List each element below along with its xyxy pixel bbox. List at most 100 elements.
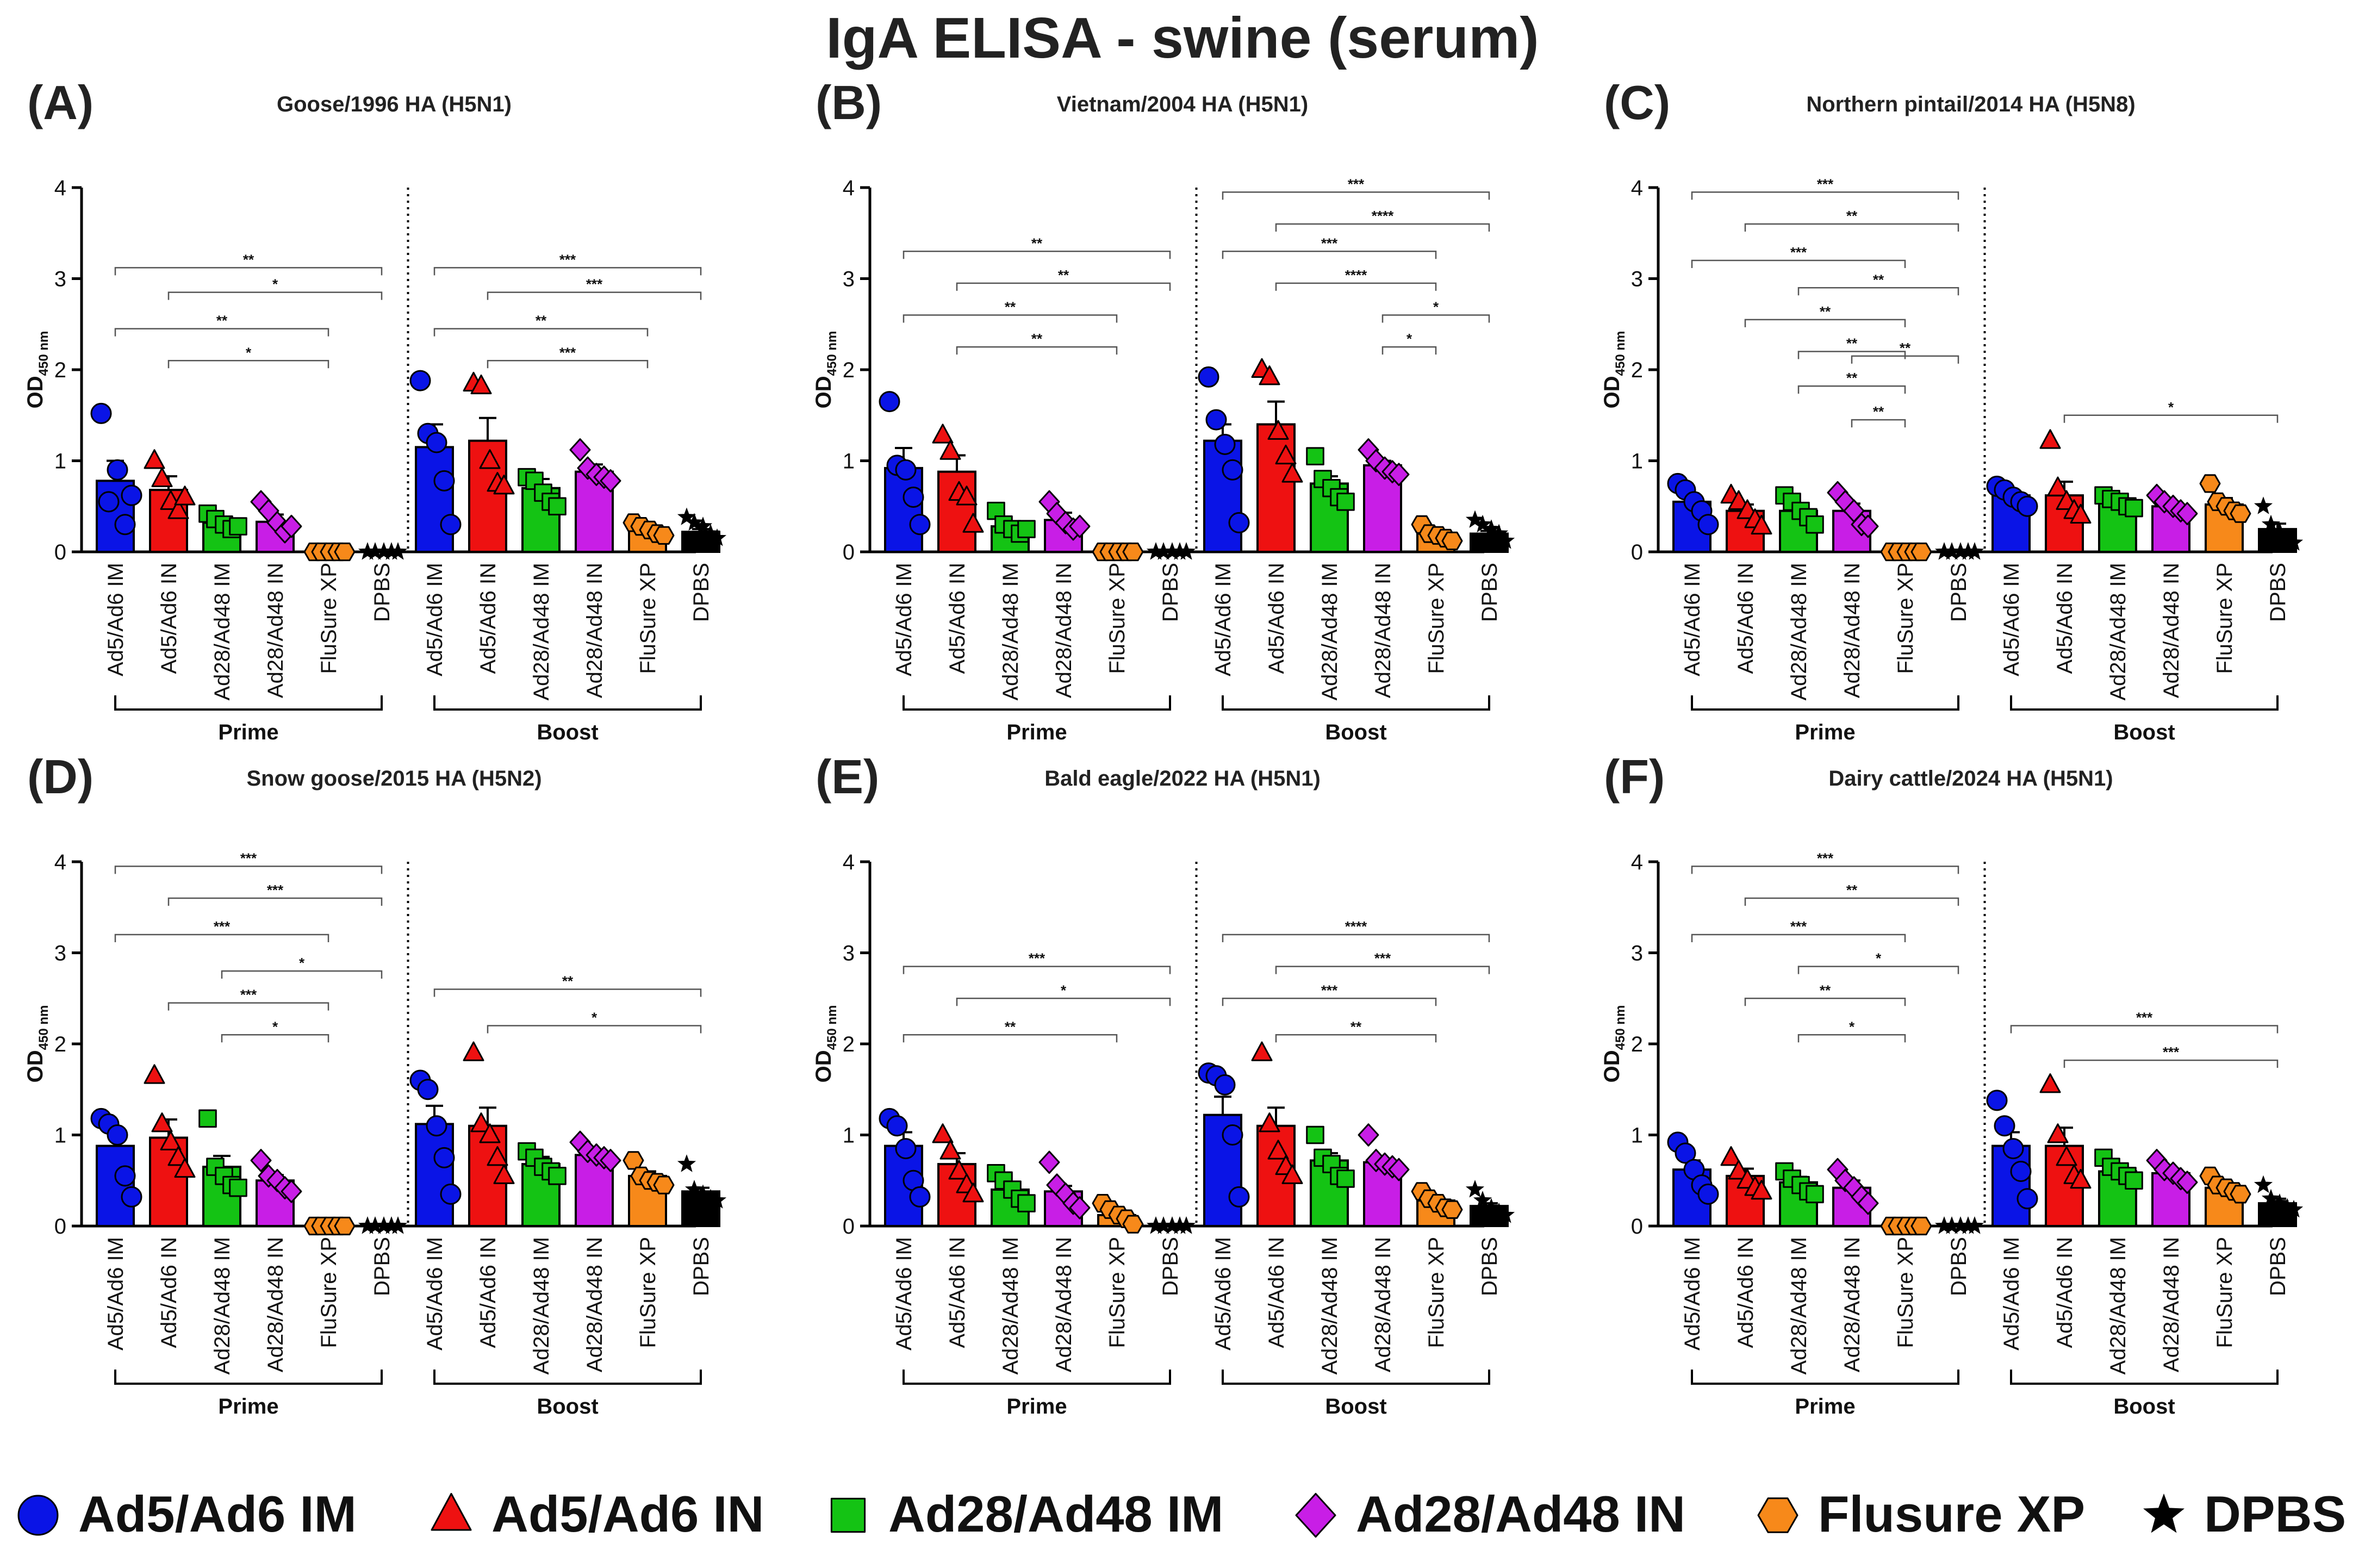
data-point [653,526,675,545]
bar-prime-0 [96,1144,135,1227]
data-point [1697,514,1719,536]
data-point [1857,514,1879,538]
data-point [2261,514,2281,533]
x-tick-label: Ad28/Ad48 IM [210,563,234,701]
data-point [962,1183,984,1203]
data-point [90,402,112,424]
data-point [479,449,501,469]
group-label: Boost [537,720,598,744]
significance-bracket [1851,355,1959,364]
significance-label: *** [1817,176,1834,192]
significance-bracket [903,1034,1118,1043]
data-point [1441,531,1463,550]
data-point [1259,1112,1280,1133]
y-axis-label: OD450 nm [23,331,51,409]
y-tick-label: 1 [54,450,66,474]
x-tick-label: Ad5/Ad6 IM [892,563,916,676]
x-tick-label: FluSure XP [317,1237,341,1348]
data-point [548,1167,567,1185]
data-point [2270,522,2289,540]
circle-icon [17,1495,59,1536]
significance-bracket [114,328,329,337]
x-tick-label: Ad5/Ad6 IN [2053,1237,2077,1348]
data-point [2002,1138,2024,1160]
hexagon-marker-icon [1757,1497,1798,1533]
y-tick-label: 2 [54,1032,66,1056]
group-bracket [2010,695,2279,711]
bar-boost-0 [415,446,454,553]
x-tick-label: Ad28/Ad48 IN [1052,1237,1076,1372]
x-tick-label: Ad28/Ad48 IN [1840,563,1864,698]
significance-bracket [1691,934,1906,942]
x-tick-label: Ad28/Ad48 IN [264,1237,288,1372]
significance-label: ** [1873,271,1884,288]
significance-label: *** [559,251,576,267]
x-tick-label: FluSure XP [2213,1237,2237,1348]
data-point [1942,1216,1962,1234]
bar-chart: 0 1 2 3 4 OD450 nm Ad5/Ad6 IM Ad5/Ad6 IN Ad28/Ad… [812,176,1515,744]
hexagon-icon [1757,1497,1798,1533]
group-label: Prime [1006,720,1067,744]
data-point [107,1124,128,1146]
data-point [1146,542,1166,560]
group-bracket [903,695,1171,711]
data-point [493,475,515,495]
significance-label: *** [1790,918,1807,935]
y-tick-label: 4 [1631,176,1643,200]
y-tick-label: 1 [843,1124,855,1148]
significance-label: ** [216,313,228,329]
significance-label: * [299,955,305,971]
data-point [1751,514,1772,535]
x-tick-label: Ad28/Ad48 IN [1840,1237,1864,1372]
x-tick-label: Ad28/Ad48 IN [583,1237,607,1372]
group-bracket [2010,1370,2279,1385]
group-bracket [433,1370,702,1385]
y-tick-label: 0 [843,1215,855,1239]
legend: Ad5/Ad6 IM Ad5/Ad6 IN Ad28/Ad48 IM Ad28/Ad4… [0,1479,2365,1550]
x-tick-label: FluSure XP [636,1237,660,1348]
data-point [653,1175,675,1194]
significance-bracket [1275,966,1490,974]
data-point [1222,459,1243,481]
x-tick-label: Ad28/Ad48 IN [583,563,607,698]
data-point [1146,1216,1166,1234]
data-point [1482,1198,1501,1216]
x-tick-label: Ad5/Ad6 IM [1211,1237,1235,1351]
x-tick-label: Ad28/Ad48 IM [530,1237,553,1375]
significance-bracket [2010,1025,2279,1034]
y-tick-label: 1 [1631,450,1643,474]
significance-label: ** [1820,982,1831,998]
significance-bracket [487,1025,702,1034]
x-tick-label: Ad28/Ad48 IN [1371,1237,1395,1372]
significance-label: *** [1790,244,1807,260]
data-point [409,370,431,391]
y-tick-label: 4 [1631,850,1643,874]
bar-chart: 0 1 2 3 4 OD450 nm Ad5/Ad6 IM Ad5/Ad6 IN Ad28/Ad… [812,850,1515,1418]
data-point [1857,1191,1879,1215]
data-point [895,1138,917,1160]
significance-label: ** [1900,340,1911,356]
data-point [1910,542,1932,562]
y-tick-label: 3 [843,267,855,291]
significance-bracket [956,998,1171,1006]
significance-label: ** [1820,303,1831,320]
data-point [1942,542,1962,560]
y-tick-label: 2 [843,1032,855,1056]
significance-label: ** [1846,208,1858,224]
significance-bracket [167,360,329,369]
x-tick-label: Ad28/Ad48 IN [1052,563,1076,698]
data-point [1154,1216,1173,1234]
legend-label: Ad5/Ad6 IM [78,1485,357,1542]
x-tick-label: Ad28/Ad48 IM [2106,563,2130,701]
significance-bracket [167,1002,329,1011]
data-point [433,1147,455,1168]
significance-label: * [1406,331,1412,347]
x-tick-label: Ad28/Ad48 IM [1318,563,1342,701]
group-bracket [433,695,702,711]
significance-label: *** [1348,176,1365,192]
x-tick-label: FluSure XP [317,563,341,674]
data-point [334,542,356,562]
group-label: Boost [2113,1395,2175,1418]
figure-title: IgA ELISA - swine (serum) [826,6,1539,70]
significance-bracket [2063,414,2279,423]
